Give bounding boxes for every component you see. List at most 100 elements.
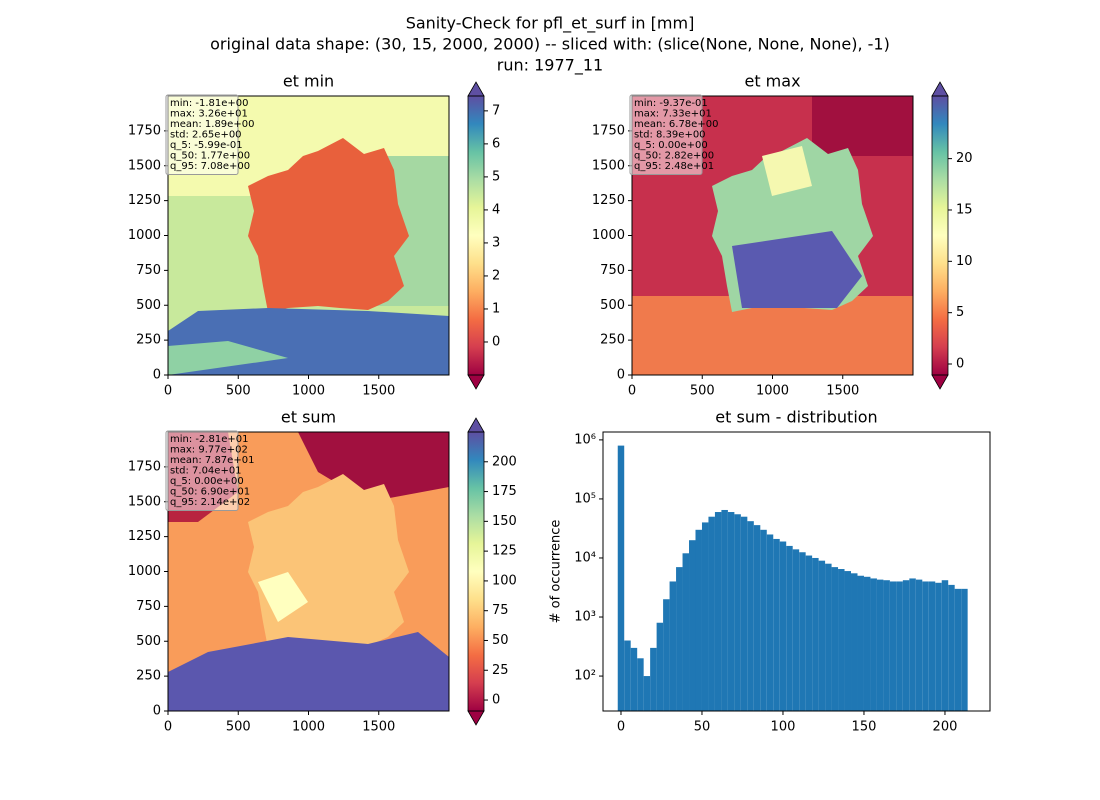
bar bbox=[714, 512, 722, 711]
bar bbox=[889, 581, 897, 711]
y-tick-label: 250 bbox=[136, 669, 161, 684]
x-tick-label: 1500 bbox=[826, 384, 859, 399]
stats-line: q_95: 2.48e+01 bbox=[634, 161, 714, 172]
colorbar bbox=[932, 96, 948, 375]
bar bbox=[857, 575, 864, 711]
map-image bbox=[632, 96, 913, 375]
bar bbox=[747, 521, 754, 711]
x-tick-label: 500 bbox=[690, 384, 715, 399]
bar bbox=[896, 581, 903, 711]
suptitle: original data shape: (30, 15, 2000, 2000… bbox=[210, 35, 890, 54]
axes-title: et max bbox=[744, 72, 800, 91]
colorbar-tick-label: 3 bbox=[492, 235, 500, 250]
bar bbox=[637, 658, 644, 711]
y-tick-label: 250 bbox=[600, 333, 625, 348]
colorbar-tick-label: 125 bbox=[492, 544, 517, 559]
y-tick-label: 750 bbox=[600, 263, 625, 278]
bar bbox=[922, 581, 929, 711]
stats-line: q_5: -5.99e-01 bbox=[170, 140, 243, 151]
bar bbox=[792, 549, 800, 711]
colorbar bbox=[468, 432, 484, 711]
bar bbox=[825, 563, 832, 711]
colorbar-extend bbox=[467, 374, 485, 390]
bar bbox=[961, 588, 968, 711]
colorbar-tick-label: 200 bbox=[492, 454, 517, 469]
bar bbox=[650, 647, 657, 711]
colorbar-extend bbox=[931, 81, 949, 97]
bar bbox=[740, 516, 748, 711]
bar bbox=[883, 580, 890, 711]
bar bbox=[721, 509, 728, 711]
colorbar-extend bbox=[467, 417, 485, 433]
stats-line: q_5: 0.00e+00 bbox=[634, 140, 708, 151]
bar bbox=[844, 571, 852, 711]
stats-line: q_95: 7.08e+00 bbox=[170, 161, 250, 172]
bar bbox=[779, 541, 787, 711]
y-tick-label: 0 bbox=[153, 704, 161, 719]
colorbar-tick-label: 50 bbox=[492, 633, 509, 648]
bar bbox=[753, 525, 761, 711]
colorbar-tick-label: 25 bbox=[492, 663, 509, 678]
colorbar-tick-label: 4 bbox=[492, 202, 500, 217]
y-tick-label: 10³ bbox=[574, 610, 596, 625]
x-tick-label: 0 bbox=[164, 384, 172, 399]
x-tick-label: 1500 bbox=[362, 384, 395, 399]
bar bbox=[630, 647, 638, 711]
stats-line: max: 7.33e+01 bbox=[634, 109, 712, 120]
x-tick-label: 150 bbox=[852, 720, 877, 735]
colorbar-frame bbox=[467, 95, 485, 376]
stats-line: std: 7.04e+01 bbox=[170, 466, 242, 477]
bar bbox=[786, 545, 793, 711]
stats-line: std: 8.39e+00 bbox=[634, 130, 706, 141]
x-tick-label: 1000 bbox=[292, 720, 325, 735]
colorbar-tick-label: 0 bbox=[956, 357, 964, 372]
colorbar-tick-label: 2 bbox=[492, 268, 500, 283]
bar bbox=[689, 540, 696, 711]
x-tick-label: 1500 bbox=[362, 720, 395, 735]
stats-line: mean: 1.89e+00 bbox=[170, 119, 254, 130]
bar bbox=[954, 588, 962, 711]
stats-line: mean: 7.87e+01 bbox=[170, 455, 254, 466]
stats-line: q_95: 2.14e+02 bbox=[170, 497, 250, 508]
bar bbox=[915, 579, 923, 711]
stats-line: q_5: 0.00e+00 bbox=[170, 476, 244, 487]
x-tick-label: 0 bbox=[164, 720, 172, 735]
bar bbox=[624, 640, 631, 711]
bar bbox=[773, 538, 780, 711]
y-tick-label: 750 bbox=[136, 599, 161, 614]
axes-title: et min bbox=[283, 72, 334, 91]
stats-line: q_50: 2.82e+00 bbox=[634, 151, 714, 162]
y-tick-label: 750 bbox=[136, 263, 161, 278]
bar bbox=[909, 578, 916, 711]
stats-box bbox=[165, 430, 239, 511]
x-tick-label: 100 bbox=[771, 720, 796, 735]
y-tick-label: 500 bbox=[136, 634, 161, 649]
x-tick-label: 0 bbox=[617, 720, 625, 735]
bar bbox=[851, 573, 858, 711]
y-tick-label: 0 bbox=[153, 368, 161, 383]
stats-line: mean: 6.78e+00 bbox=[634, 119, 718, 130]
bar bbox=[902, 580, 910, 711]
colorbar-frame bbox=[931, 95, 949, 376]
bar bbox=[831, 567, 839, 711]
colorbar-extend bbox=[467, 81, 485, 97]
suptitle: run: 1977_11 bbox=[497, 56, 603, 76]
colorbar-frame bbox=[467, 431, 485, 712]
y-tick-label: 0 bbox=[617, 368, 625, 383]
bar bbox=[928, 581, 936, 711]
stats-line: min: -2.81e+01 bbox=[170, 434, 249, 445]
colorbar-tick-label: 10 bbox=[956, 254, 973, 269]
colorbar-tick-label: 20 bbox=[956, 151, 973, 166]
bar bbox=[812, 557, 819, 711]
x-tick-label: 1000 bbox=[756, 384, 789, 399]
colorbar-tick-label: 175 bbox=[492, 484, 517, 499]
stats-line: min: -1.81e+00 bbox=[170, 98, 249, 109]
colorbar-tick-label: 15 bbox=[956, 202, 973, 217]
axes-title: et sum bbox=[281, 408, 336, 427]
y-tick-label: 1000 bbox=[128, 564, 161, 579]
y-tick-label: 10⁴ bbox=[574, 550, 596, 565]
colorbar-tick-label: 5 bbox=[492, 169, 500, 184]
bar bbox=[643, 676, 651, 711]
bar bbox=[863, 576, 871, 711]
